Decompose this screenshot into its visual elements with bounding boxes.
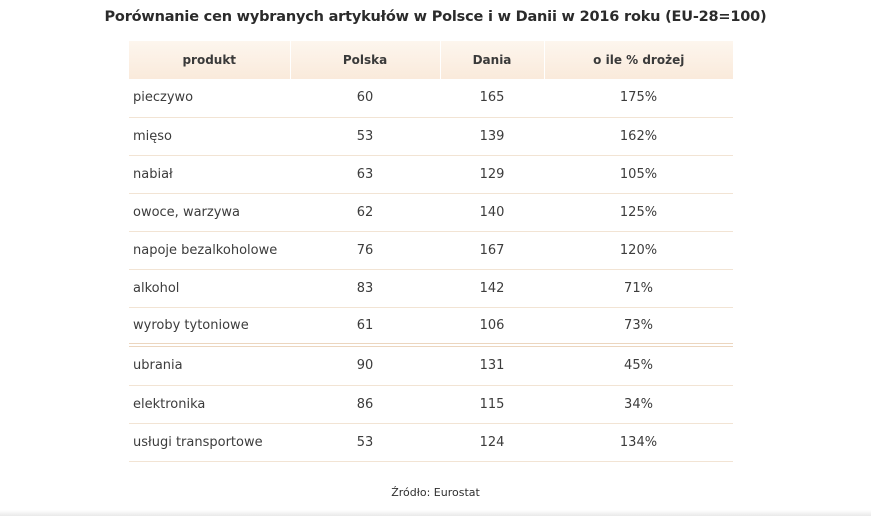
table-row: napoje bezalkoholowe 76 167 120% (129, 231, 733, 270)
price-comparison-table: produkt Polska Dania o ile % drożej piec… (129, 41, 733, 462)
table-row: elektronika 86 115 34% (129, 385, 733, 424)
cell-poland: 60 (290, 79, 440, 118)
cell-denmark: 165 (440, 79, 544, 118)
cell-product: pieczywo (129, 79, 290, 118)
cell-product: wyroby tytoniowe (129, 307, 290, 347)
table-header: produkt Polska Dania o ile % drożej (129, 41, 733, 79)
cell-percent: 105% (544, 155, 733, 194)
table-body: pieczywo 60 165 175% mięso 53 139 162% n… (129, 79, 733, 462)
cell-percent: 73% (544, 307, 733, 347)
cell-percent: 71% (544, 269, 733, 308)
cell-percent: 45% (544, 345, 733, 386)
cell-product: napoje bezalkoholowe (129, 231, 290, 270)
cell-percent: 34% (544, 385, 733, 424)
table-row: alkohol 83 142 71% (129, 269, 733, 308)
cell-product: owoce, warzywa (129, 193, 290, 232)
header-product: produkt (129, 41, 291, 79)
cell-denmark: 124 (440, 423, 544, 462)
cell-poland: 86 (290, 385, 440, 424)
table-row: owoce, warzywa 62 140 125% (129, 193, 733, 232)
table-row: ubrania 90 131 45% (129, 345, 733, 386)
cell-product: mięso (129, 117, 290, 156)
cell-product: elektronika (129, 385, 290, 424)
cell-poland: 53 (290, 423, 440, 462)
cell-denmark: 167 (440, 231, 544, 270)
cell-percent: 175% (544, 79, 733, 118)
cell-product: alkohol (129, 269, 290, 308)
source-caption: Źródło: Eurostat (391, 486, 480, 499)
table-row: wyroby tytoniowe 61 106 73% (129, 307, 733, 347)
cell-denmark: 129 (440, 155, 544, 194)
cell-poland: 63 (290, 155, 440, 194)
cell-product: usługi transportowe (129, 423, 290, 462)
cell-percent: 134% (544, 423, 733, 462)
header-percent-more: o ile % drożej (593, 53, 685, 67)
cell-percent: 120% (544, 231, 733, 270)
cell-poland: 62 (290, 193, 440, 232)
cell-percent: 125% (544, 193, 733, 232)
bottom-divider (0, 510, 871, 516)
cell-poland: 90 (290, 345, 440, 386)
table-row: nabiał 63 129 105% (129, 155, 733, 194)
cell-denmark: 142 (440, 269, 544, 308)
cell-denmark: 106 (440, 307, 544, 347)
table-row: mięso 53 139 162% (129, 117, 733, 156)
cell-denmark: 139 (440, 117, 544, 156)
cell-poland: 76 (290, 231, 440, 270)
cell-percent: 162% (544, 117, 733, 156)
table-row: usługi transportowe 53 124 134% (129, 423, 733, 462)
table-title: Porównanie cen wybranych artykułów w Pol… (104, 9, 767, 25)
cell-product: ubrania (129, 345, 290, 386)
table-row: pieczywo 60 165 175% (129, 79, 733, 118)
header-row: produkt Polska Dania o ile % drożej (129, 41, 733, 79)
cell-denmark: 115 (440, 385, 544, 424)
header-poland: Polska (290, 41, 441, 79)
cell-denmark: 131 (440, 345, 544, 386)
cell-product: nabiał (129, 155, 290, 194)
cell-poland: 83 (290, 269, 440, 308)
cell-poland: 61 (290, 307, 440, 347)
cell-poland: 53 (290, 117, 440, 156)
header-denmark: Dania (440, 41, 545, 79)
cell-denmark: 140 (440, 193, 544, 232)
